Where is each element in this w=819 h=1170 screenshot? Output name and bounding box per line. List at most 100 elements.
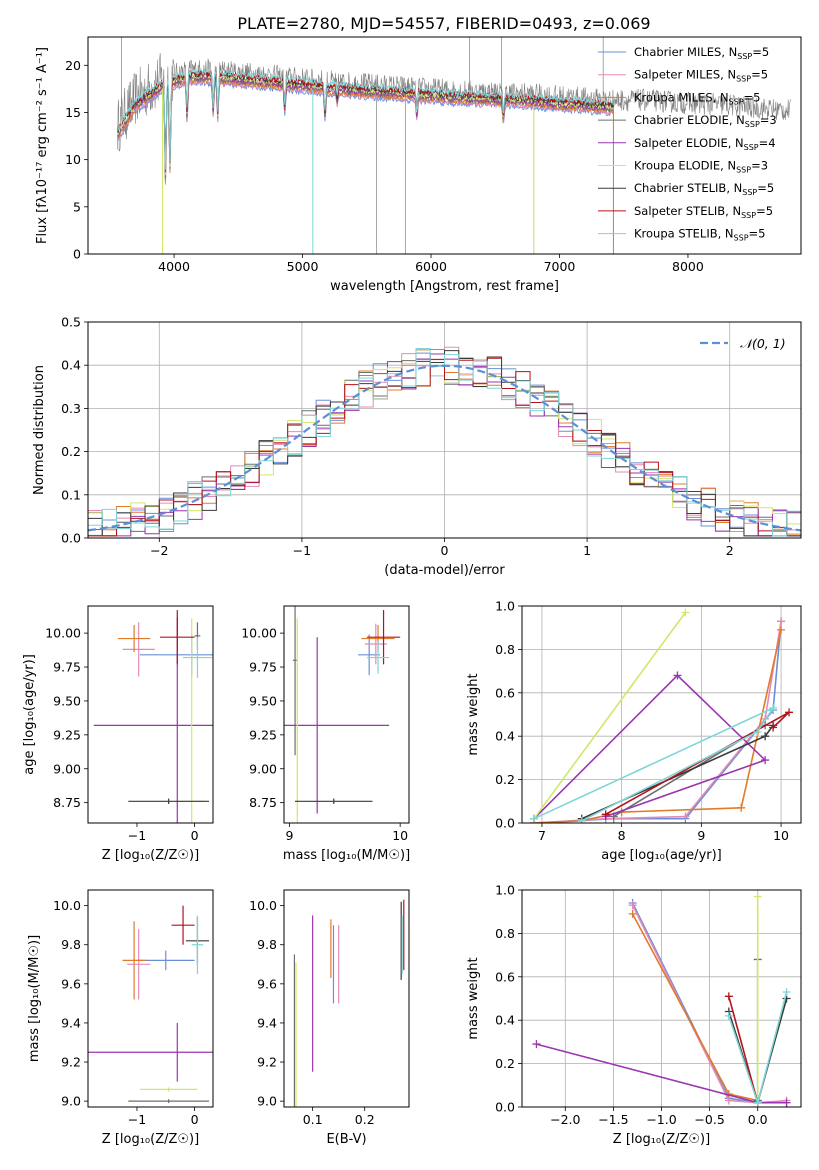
plot-area [284,606,401,823]
y-tick-label-5: 10.00 [241,626,277,641]
weight-marker-krou_stelib-0 [577,816,586,823]
weight-marker-krou_stelib-2 [782,987,791,996]
normal-legend-label: 𝒩(0, 1) [740,336,786,351]
y-tick-label-1: 9.2 [257,1055,277,1070]
plot-area [93,610,213,823]
x-tick-label-0: −2.0 [550,1112,580,1127]
y-axis-label: Normed distribution [32,365,47,495]
axes-frame [521,889,802,1108]
figure-title: PLATE=2780, MJD=54557, FIBERID=0493, z=0… [237,14,650,33]
weight-marker-salp_miles-2 [681,812,690,821]
y-tick-label-5: 10.0 [249,898,277,913]
weight-marker-salp_miles-4 [777,617,786,626]
weight-marker-salp_elodie-0 [532,1040,541,1049]
legend-label-krou_miles: Kroupa MILES, NSSP=5 [634,90,760,106]
x-tick-label-1: 10 [392,828,408,843]
spectrum-panel: 4000 5000 6000 7000 8000 0 5 10 15 20 wavelength [… [35,36,802,294]
model-spectrum-chab_stelib [117,71,614,173]
y-tick-label-3: 9.50 [53,693,81,708]
legend-label-krou_elodie: Kroupa ELODIE, NSSP=3 [634,159,768,175]
x-tick-label-1: 0 [191,828,199,843]
mass-vs-metallicity-panel: −1 0 9.0 9.2 9.4 9.6 9.8 10.0 Z [log₁₀(Z/Z☉)] mas… [27,889,214,1147]
x-tick-label-0: −2 [150,543,168,558]
x-tick-label-4: 2 [726,543,734,558]
y-tick-label-0: 0.0 [495,816,515,831]
weight-marker-salp_stelib-1 [785,708,794,717]
x-axis-label: mass [log₁₀(M/M☉)] [283,848,410,863]
weight-line-krou_elodie [533,612,687,820]
y-tick-label-4: 9.75 [53,660,81,675]
axes-frame [521,605,802,824]
x-tick-label-2: 0 [441,543,449,558]
weight-marker-krou_miles-0 [628,909,637,918]
x-tick-label-0: 4000 [158,259,190,274]
weight-vs-metallicity-panel: −2.0 −1.5 −1.0 −0.5 0.0 0.0 0.2 0.4 0.6 0.8 1.0 Z [… [466,883,802,1147]
weight-marker-salp_miles-0 [628,901,637,910]
x-axis-label: (data-model)/error [384,563,505,578]
y-tick-label-0: 9.0 [257,1094,277,1109]
weight-marker-krou_stelib-1 [753,727,762,736]
x-axis-label: E(B-V) [326,1132,366,1147]
y-tick-label-3: 9.6 [61,976,81,991]
legend-label-chab_elodie: Chabrier ELODIE, NSSP=3 [634,113,777,129]
weight-marker-krou_miles-3 [737,803,746,812]
axes-frame [283,605,410,824]
weight-marker-krou_elodie-1 [681,608,690,617]
y-tick-label-3: 0.6 [495,685,515,700]
mass-vs-ebv-panel: 0.1 0.2 9.0 9.2 9.4 9.6 9.8 10.0 E(B-V) [249,889,410,1147]
residual-histogram-panel: −2 −1 0 1 2 0.0 0.1 0.2 0.3 0.4 0.5 (data-model)/er… [32,315,802,578]
plot-area [117,37,791,254]
plot-area [293,899,405,1107]
weight-marker-salp_stelib-0 [724,992,733,1001]
y-tick-label-0: 0 [73,247,81,262]
weight-vs-age-panel: 7 8 9 10 0.0 0.2 0.4 0.6 0.8 1.0 age [log₁₀(age/yr… [466,599,802,863]
plot-area [88,346,801,538]
plot-area [532,892,791,1107]
axes-frame [87,36,802,255]
x-tick-label-1: 8 [618,828,626,843]
y-tick-label-1: 0.2 [495,1056,515,1071]
y-tick-label-2: 9.4 [61,1015,81,1030]
y-tick-label-3: 0.3 [61,401,81,416]
x-tick-label-2: 9 [697,828,705,843]
weight-marker-salp_elodie-2 [782,1098,791,1107]
x-tick-label-3: 1 [583,543,591,558]
y-tick-label-1: 9.00 [249,761,277,776]
x-tick-label-1: 0.2 [355,1112,375,1127]
y-axis-label: age [log₁₀(age/yr)] [22,654,37,775]
y-tick-label-0: 8.75 [53,795,81,810]
weight-marker-krou_stelib-0 [724,1011,733,1020]
x-tick-label-3: 7000 [544,259,576,274]
legend-label-salp_miles: Salpeter MILES, NSSP=5 [634,68,768,84]
x-tick-label-1: 5000 [287,259,319,274]
weight-marker-salp_elodie-2 [761,756,770,765]
y-tick-label-5: 10.00 [45,626,81,641]
weight-marker-salp_stelib-2 [769,723,778,732]
x-axis-label: Z [log₁₀(Z/Z☉)] [613,1132,710,1147]
y-tick-label-0: 0.0 [61,531,81,546]
model-spectrum-salp_elodie [117,73,614,174]
y-tick-label-4: 9.8 [257,937,277,952]
y-axis-label: mass weight [466,673,481,755]
spectrum-legend: Chabrier MILES, NSSP=5 Salpeter MILES, NS… [598,45,777,243]
weight-line-krou_stelib [533,706,776,822]
y-tick-label-0: 9.0 [61,1094,81,1109]
x-tick-label-0: 7 [538,828,546,843]
y-tick-label-1: 0.1 [61,487,81,502]
y-tick-label-1: 9.00 [53,761,81,776]
observed-spectrum [117,52,791,185]
plot-area [529,608,794,823]
axes-frame [283,889,410,1108]
y-tick-label-5: 10.0 [53,898,81,913]
y-tick-label-3: 9.50 [249,693,277,708]
y-tick-label-5: 0.5 [61,315,81,330]
weight-line-salp_elodie [533,674,767,820]
axes-frame [87,605,214,824]
weight-marker-salp_stelib-0 [601,810,610,819]
weight-marker-salp_elodie-1 [673,671,682,680]
legend-label-krou_stelib: Kroupa STELIB, NSSP=5 [634,227,765,243]
x-tick-label-0: 0.1 [303,1112,323,1127]
x-tick-label-2: 6000 [415,259,447,274]
legend-label-chab_miles: Chabrier MILES, NSSP=5 [634,45,769,61]
x-tick-label-1: −1.5 [598,1112,628,1127]
